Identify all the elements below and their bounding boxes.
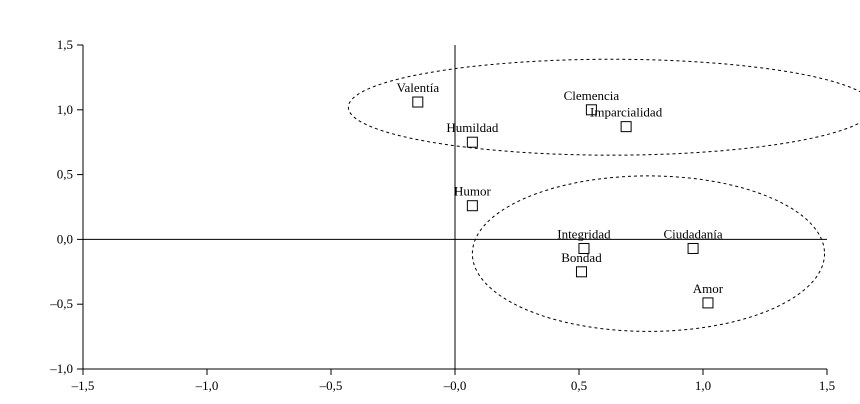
y-tick-label: –0,5 xyxy=(49,296,73,311)
x-tick-label: 1,5 xyxy=(819,378,835,393)
point-label: Bondad xyxy=(561,250,602,265)
x-tick-label: 1,0 xyxy=(695,378,711,393)
x-tick-label: 0,5 xyxy=(571,378,587,393)
data-points: Valentía Clemencia Imparcialidad Humildad Hu… xyxy=(397,80,724,309)
x-tick-label: –0,5 xyxy=(319,378,343,393)
y-tick-label: 0,0 xyxy=(57,231,73,246)
axes xyxy=(82,45,827,370)
cluster-ellipse xyxy=(347,58,860,156)
point-marker xyxy=(575,266,587,278)
cluster-ellipses xyxy=(347,58,860,332)
cluster-ellipse xyxy=(471,175,826,332)
point-marker xyxy=(620,121,632,133)
point-label: Integridad xyxy=(557,226,611,241)
point-label: Ciudadanía xyxy=(663,226,722,241)
y-tick-label: 1,0 xyxy=(57,102,73,117)
point-marker xyxy=(466,136,478,148)
y-axis-ticks: –1,0 –0,5 0,0 0,5 1,0 1,5 xyxy=(49,37,83,376)
point-label: Humor xyxy=(454,184,492,199)
point-marker xyxy=(687,242,699,254)
x-tick-label: –1,0 xyxy=(195,378,219,393)
point-marker xyxy=(578,242,590,254)
x-tick-label: –0,0 xyxy=(443,378,467,393)
point-label: Clemencia xyxy=(564,88,620,103)
point-label: Imparcialidad xyxy=(590,105,663,120)
point-label: Humildad xyxy=(446,120,498,135)
y-tick-label: 1,5 xyxy=(57,37,73,52)
point-marker xyxy=(466,200,478,212)
point-marker xyxy=(412,96,424,108)
y-tick-label: –1,0 xyxy=(49,361,73,376)
point-marker xyxy=(702,297,714,309)
point-label: Valentía xyxy=(397,80,440,95)
point-marker xyxy=(585,104,597,116)
y-tick-label: 0,5 xyxy=(57,167,73,182)
x-axis-ticks: –1,5 –1,0 –0,5 –0,0 0,5 1,0 1,5 xyxy=(71,369,835,393)
x-tick-label: –1,5 xyxy=(71,378,95,393)
point-label: Amor xyxy=(693,281,724,296)
